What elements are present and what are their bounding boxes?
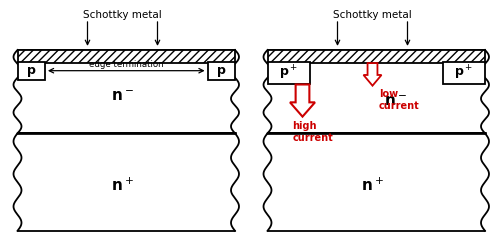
Text: Schottky metal: Schottky metal [333, 10, 412, 20]
Text: high
current: high current [292, 121, 333, 143]
Text: p: p [27, 64, 36, 77]
Text: Schottky metal: Schottky metal [83, 10, 162, 20]
Text: n$^-$: n$^-$ [111, 89, 134, 104]
Text: p$^+$: p$^+$ [454, 64, 473, 82]
Text: n$^+$: n$^+$ [361, 177, 384, 194]
Text: edge termination: edge termination [89, 60, 164, 69]
Text: n$^-$: n$^-$ [384, 94, 406, 109]
Text: p$^+$: p$^+$ [279, 64, 298, 82]
Bar [442, 62, 485, 84]
Text: p: p [217, 64, 226, 77]
Text: n$^+$: n$^+$ [111, 177, 134, 194]
Bar [268, 50, 485, 63]
Bar [18, 62, 45, 80]
Bar [268, 62, 310, 84]
Text: low
current: low current [379, 89, 420, 111]
Bar [18, 50, 235, 63]
Bar [208, 62, 235, 80]
